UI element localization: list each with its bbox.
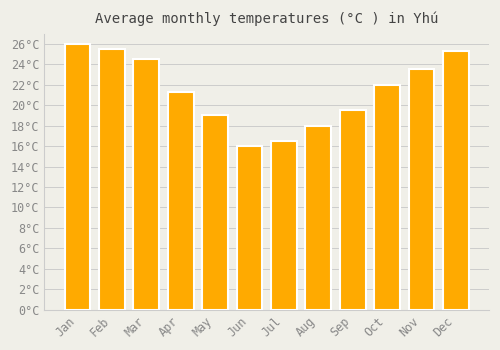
Bar: [64, 44, 90, 310]
Title: Average monthly temperatures (°C ) in Yhú: Average monthly temperatures (°C ) in Yh…: [95, 11, 438, 26]
Bar: [408, 70, 434, 310]
Bar: [306, 126, 331, 310]
Bar: [374, 85, 400, 310]
Bar: [168, 92, 194, 310]
Bar: [236, 146, 262, 310]
Bar: [443, 51, 468, 310]
Bar: [271, 141, 297, 310]
Bar: [134, 59, 159, 310]
Bar: [340, 110, 365, 310]
Bar: [202, 116, 228, 310]
Bar: [99, 49, 125, 310]
